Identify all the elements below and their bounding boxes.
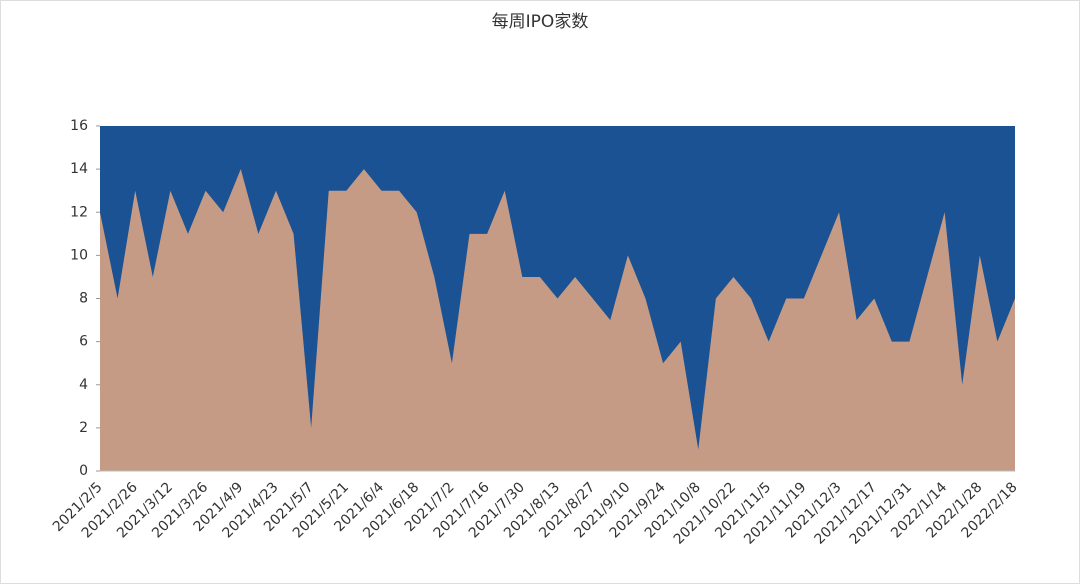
y-tick-label: 10 <box>70 247 88 263</box>
y-tick-label: 12 <box>70 204 88 220</box>
y-tick-label: 6 <box>79 334 88 350</box>
y-tick-label: 8 <box>79 291 88 307</box>
chart-title: 每周IPO家数 <box>492 12 589 32</box>
y-tick-label: 4 <box>79 377 88 393</box>
area <box>100 169 1015 471</box>
y-tick-label: 2 <box>79 420 88 436</box>
y-tick-label: 0 <box>79 463 88 479</box>
y-tick-label: 14 <box>70 161 88 177</box>
y-tick-label: 16 <box>70 118 88 134</box>
